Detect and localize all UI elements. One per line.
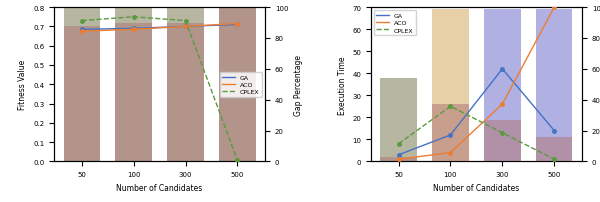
Bar [219,8,256,162]
Bar [167,23,204,162]
Y-axis label: Fitness Value: Fitness Value [19,60,28,110]
Bar [380,157,417,162]
Legend: GA, ACO, CPLEX: GA, ACO, CPLEX [220,73,262,97]
Bar [115,8,152,162]
Bar [484,120,521,162]
Legend: GA, ACO, CPLEX: GA, ACO, CPLEX [374,11,416,36]
Bar [432,105,469,162]
Bar [64,8,100,162]
Bar [219,8,256,162]
X-axis label: Number of Candidates: Number of Candidates [433,183,520,192]
Bar [380,78,417,162]
Bar [64,26,100,162]
Y-axis label: Gap Percentage: Gap Percentage [294,55,303,115]
Bar [536,10,572,162]
X-axis label: Number of Candidates: Number of Candidates [116,183,203,192]
Bar [484,10,521,162]
Bar [536,138,572,162]
Bar [432,10,469,162]
Y-axis label: Execution Time: Execution Time [338,56,347,114]
Bar [167,8,204,162]
Bar [115,23,152,162]
